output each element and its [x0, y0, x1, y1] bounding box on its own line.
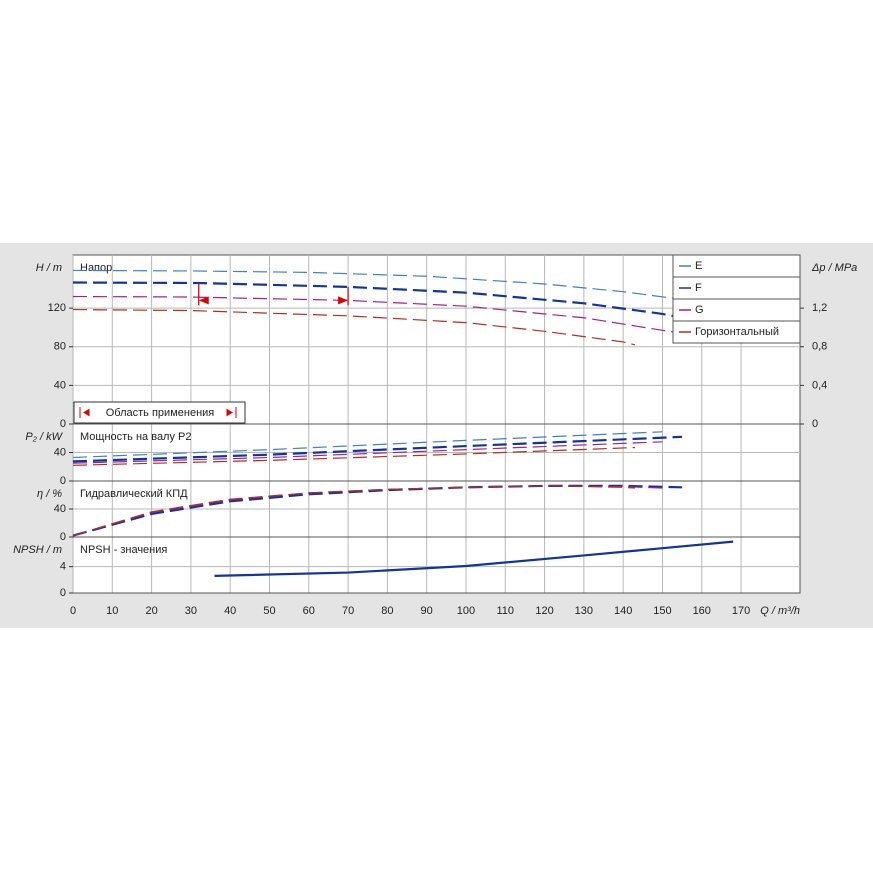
annotation-bracket [79, 407, 237, 418]
x-tick-label: 70 [342, 605, 354, 617]
y-tick-label: 0 [60, 531, 66, 543]
series-line [72, 431, 663, 459]
x-tick-label: 40 [224, 605, 236, 617]
series-line [214, 540, 734, 577]
x-tick-label: 130 [575, 605, 593, 617]
y2-axis-label: Δp / MPa [811, 262, 857, 274]
y2-tick-label: 1,2 [812, 302, 827, 314]
annotation-box [73, 401, 246, 424]
x-tick-label: 150 [653, 605, 671, 617]
x-tick-label: 100 [457, 605, 475, 617]
range-arrow [338, 296, 349, 305]
y-axis-label: η / % [37, 488, 62, 500]
y-axis-label: NPSH / m [13, 544, 62, 556]
x-tick-label: 170 [732, 605, 750, 617]
x-tick-label: 160 [693, 605, 711, 617]
y-tick-label: 0 [60, 587, 66, 599]
y-tick-label: 40 [54, 503, 66, 515]
series-line [72, 269, 683, 301]
panel-title: Гидравлический КПД [80, 488, 188, 500]
x-tick-label: 50 [263, 605, 275, 617]
x-tick-label: 30 [185, 605, 197, 617]
y-tick-label: 80 [54, 341, 66, 353]
legend-label: G [695, 304, 704, 316]
panel-title: NPSH - значения [80, 544, 167, 556]
range-arrow [198, 296, 209, 305]
annotation: Область применения [106, 407, 215, 419]
x-tick-label: 60 [303, 605, 315, 617]
legend-label: Горизонтальный [695, 326, 779, 338]
series-line [72, 295, 683, 334]
legend-label: E [695, 260, 702, 272]
y2-tick-label: 0 [812, 418, 818, 430]
x-tick-label: 20 [145, 605, 157, 617]
y2-tick-label: 0,4 [812, 379, 827, 391]
series-line [72, 435, 683, 463]
x-tick-label: 90 [421, 605, 433, 617]
y-tick-label: 40 [54, 446, 66, 458]
y-tick-label: 40 [54, 379, 66, 391]
x-tick-label: 10 [106, 605, 118, 617]
legend-label: F [695, 282, 702, 294]
x-tick-label: 80 [381, 605, 393, 617]
y-tick-label: 0 [60, 418, 66, 430]
y-axis-label: H / m [36, 262, 62, 274]
series-line [72, 441, 663, 464]
y2-tick-label: 0,8 [812, 341, 827, 353]
y-tick-label: 4 [60, 561, 66, 573]
x-tick-label: 0 [70, 605, 76, 617]
y-tick-label: 0 [60, 475, 66, 487]
panel-title: Напор [80, 262, 112, 274]
series-line [72, 308, 636, 346]
panel-title: Мощность на валу P2 [80, 431, 192, 443]
series-line [72, 485, 635, 537]
x-tick-label: 110 [496, 605, 514, 617]
y-tick-label: 120 [48, 302, 66, 314]
y-axis-label: P₂ / kW [25, 431, 63, 443]
x-axis-label: Q / m³/h [760, 605, 800, 617]
x-tick-label: 120 [535, 605, 553, 617]
x-tick-label: 140 [614, 605, 632, 617]
